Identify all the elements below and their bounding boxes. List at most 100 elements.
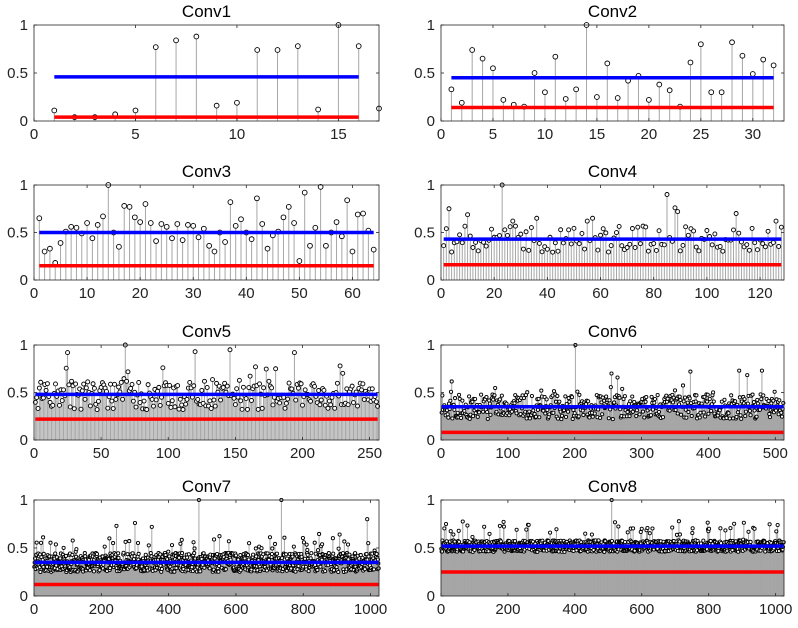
x-tick-label: 60	[344, 285, 361, 302]
stem-marker	[529, 393, 534, 399]
stem-marker	[191, 540, 196, 545]
stem-marker	[91, 385, 97, 391]
stem-marker	[192, 546, 197, 551]
stem-marker	[129, 381, 135, 387]
stem-marker	[239, 406, 245, 412]
stem-marker	[535, 407, 540, 412]
stem-marker	[94, 551, 99, 557]
stem-marker	[127, 539, 132, 544]
stem-marker	[571, 407, 576, 413]
stem-marker	[545, 407, 550, 413]
stem-marker	[727, 416, 732, 421]
x-tick-label: 10	[229, 126, 246, 143]
stem-marker	[35, 406, 41, 411]
stem-marker	[693, 399, 698, 404]
stem-marker	[754, 414, 759, 419]
stem-marker	[528, 225, 534, 231]
stem-marker	[283, 400, 289, 406]
stem-marker	[74, 547, 79, 552]
stem-marker	[69, 378, 75, 384]
panel-conv5: Conv5 0 50 100 150 200 250 0 0.5 1	[7, 322, 382, 462]
stem-marker	[660, 415, 666, 420]
stem-marker	[345, 402, 351, 408]
stem-marker	[81, 381, 87, 387]
stem-marker	[733, 399, 738, 404]
stem-marker	[353, 551, 358, 556]
stem-marker	[149, 524, 154, 529]
stem-marker	[767, 415, 773, 420]
stem-marker	[467, 416, 472, 421]
stem-marker	[309, 551, 314, 556]
y-tick-label: 0	[427, 113, 435, 130]
y-tick-label: 1	[20, 177, 28, 194]
stem-marker	[57, 240, 64, 246]
stem-marker	[338, 233, 345, 240]
stem-marker	[349, 248, 356, 255]
stem-marker	[614, 95, 621, 101]
stem-marker	[94, 222, 101, 228]
stem-marker	[355, 43, 362, 49]
stem-marker	[720, 248, 726, 254]
stem-marker	[254, 47, 261, 53]
stem-marker	[285, 204, 292, 210]
stem-marker	[210, 377, 215, 383]
markers	[448, 22, 777, 110]
stem-marker	[661, 242, 667, 248]
stem-marker	[285, 396, 291, 402]
stem-marker	[132, 107, 139, 114]
stem-marker	[752, 240, 758, 246]
stem-marker	[705, 392, 710, 397]
stem-marker	[320, 542, 325, 547]
stem-marker	[168, 404, 174, 410]
stem-marker	[576, 241, 582, 247]
stem-marker	[73, 381, 79, 387]
stem-marker	[745, 401, 750, 406]
stem-marker	[38, 569, 43, 575]
stem-marker	[566, 227, 572, 233]
stem-marker	[264, 245, 271, 252]
stem-marker	[752, 408, 757, 413]
stem-marker	[708, 89, 715, 96]
stem-marker	[121, 550, 126, 555]
stem-marker	[531, 70, 538, 76]
stem-marker	[247, 541, 252, 546]
x-tick-label: 100	[694, 285, 719, 302]
y-tick-label: 0.5	[7, 65, 28, 82]
stem-marker	[571, 225, 577, 231]
stem-marker	[331, 551, 336, 556]
stem-marker	[167, 554, 172, 559]
stem-marker	[606, 416, 611, 421]
stem-marker	[448, 389, 454, 394]
stem-marker	[586, 399, 591, 404]
stem-marker	[274, 551, 280, 556]
stem-marker	[130, 551, 135, 556]
stem-marker	[512, 223, 518, 229]
stems	[34, 345, 379, 440]
stem-marker	[301, 189, 308, 196]
x-tick-label: 5	[489, 126, 497, 143]
stem-marker	[632, 245, 638, 250]
stem-marker	[108, 381, 113, 387]
stem-marker	[518, 231, 524, 237]
x-tick-label: 30	[185, 285, 202, 302]
stem-marker	[479, 55, 486, 62]
stem-marker	[317, 184, 324, 190]
markers	[439, 342, 786, 422]
y-tick-label: 1	[20, 17, 28, 34]
stem-marker	[755, 401, 760, 406]
stem-marker	[760, 56, 767, 63]
y-tick-label: 1	[20, 337, 28, 354]
stem-marker	[449, 379, 454, 384]
stem-marker	[572, 411, 577, 416]
stem-marker	[330, 536, 335, 541]
stem-marker	[120, 396, 126, 402]
stem-marker	[269, 551, 275, 557]
stem-marker	[762, 244, 768, 250]
stem-marker	[627, 414, 632, 419]
stem-marker	[259, 546, 264, 551]
stem-marker	[202, 378, 207, 384]
stem-marker	[136, 379, 142, 385]
stem-marker	[527, 416, 532, 421]
stem-marker	[709, 242, 715, 248]
stem-marker	[175, 383, 181, 389]
